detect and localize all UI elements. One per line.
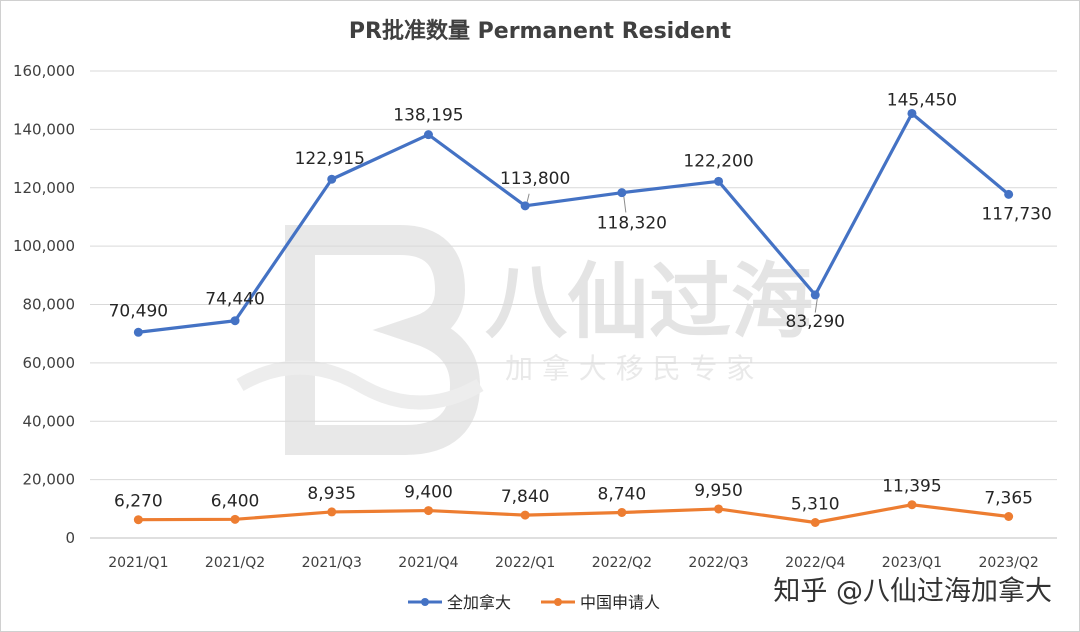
data-point[interactable] <box>327 507 337 517</box>
data-label: 74,440 <box>205 290 264 310</box>
y-tick-label: 100,000 <box>13 237 75 255</box>
data-label: 9,400 <box>404 483 453 503</box>
data-label: 6,270 <box>114 492 163 512</box>
data-label: 83,290 <box>786 312 845 332</box>
data-label: 122,915 <box>295 149 365 169</box>
x-axis: 2021/Q1 2021/Q2 2021/Q3 2021/Q4 2022/Q1 2022/… <box>108 555 1039 571</box>
x-tick-label: 2022/Q2 <box>592 555 652 571</box>
data-point[interactable] <box>133 327 143 337</box>
data-point[interactable] <box>810 518 820 528</box>
y-tick-label: 80,000 <box>23 296 76 314</box>
data-point[interactable] <box>714 176 724 186</box>
data-label: 5,310 <box>791 495 840 515</box>
data-label: 11,395 <box>882 477 941 497</box>
y-tick-label: 120,000 <box>13 179 75 197</box>
legend-item-china[interactable]: 中国申请人 <box>541 593 660 612</box>
watermark: 八仙过海 加 拿 大 移 民 专 家 <box>236 225 813 455</box>
series-canada: 70,490 74,440 122,915 138,195 113,800 118,320… <box>109 90 1052 337</box>
credit-text: 知乎 @八仙过海加拿大 <box>773 576 1052 607</box>
data-point[interactable] <box>1004 189 1014 199</box>
x-tick-label: 2022/Q1 <box>495 555 555 571</box>
data-point[interactable] <box>810 290 820 300</box>
y-tick-label: 0 <box>65 529 75 547</box>
data-label: 70,490 <box>109 301 168 321</box>
x-tick-label: 2022/Q4 <box>785 555 845 571</box>
x-tick-label: 2021/Q4 <box>398 555 458 571</box>
data-point[interactable] <box>907 500 917 510</box>
legend-marker-canada <box>421 598 429 606</box>
chart-title: PR批准数量 Permanent Resident <box>349 18 732 44</box>
data-point[interactable] <box>520 201 530 211</box>
data-point[interactable] <box>230 316 240 326</box>
data-label: 118,320 <box>597 214 667 234</box>
x-tick-label: 2022/Q3 <box>688 555 748 571</box>
data-point[interactable] <box>423 506 433 516</box>
legend: 全加拿大 中国申请人 <box>408 593 660 612</box>
b-logo-icon <box>236 225 484 455</box>
data-label: 7,840 <box>501 487 550 507</box>
data-point[interactable] <box>133 515 143 525</box>
y-tick-label: 140,000 <box>13 120 75 138</box>
label-leader <box>623 196 627 213</box>
watermark-sub-text: 加 拿 大 移 民 专 家 <box>505 352 754 385</box>
legend-label-china: 中国申请人 <box>580 593 660 612</box>
series-line <box>138 111 1010 334</box>
data-point[interactable] <box>327 174 337 184</box>
series-layer: 70,490 74,440 122,915 138,195 113,800 118,320… <box>109 90 1052 528</box>
series-china: 6,270 6,400 8,935 9,400 7,840 8,740 9,950 5,310… <box>114 477 1033 528</box>
data-label: 138,195 <box>393 106 463 126</box>
data-label: 8,740 <box>598 484 647 504</box>
data-label: 9,950 <box>694 481 743 501</box>
data-label: 8,935 <box>307 484 356 504</box>
legend-item-canada[interactable]: 全加拿大 <box>408 593 511 612</box>
x-tick-label: 2023/Q1 <box>882 555 942 571</box>
data-label: 113,800 <box>500 169 570 189</box>
data-point[interactable] <box>907 108 917 118</box>
y-tick-label: 60,000 <box>23 354 76 372</box>
x-tick-label: 2023/Q2 <box>979 555 1039 571</box>
x-tick-label: 2021/Q2 <box>205 555 265 571</box>
x-tick-label: 2021/Q1 <box>108 555 168 571</box>
y-tick-label: 160,000 <box>13 62 75 80</box>
data-label: 122,200 <box>683 151 753 171</box>
data-point[interactable] <box>1004 512 1014 522</box>
series-line <box>138 503 1009 525</box>
data-point[interactable] <box>714 504 724 514</box>
data-point[interactable] <box>230 514 240 524</box>
x-tick-label: 2021/Q3 <box>302 555 362 571</box>
legend-label-canada: 全加拿大 <box>447 593 511 612</box>
label-leader <box>526 193 530 202</box>
data-label: 7,365 <box>984 489 1033 509</box>
data-point[interactable] <box>520 510 530 520</box>
data-point[interactable] <box>617 507 627 517</box>
y-tick-label: 20,000 <box>23 471 76 489</box>
data-point[interactable] <box>423 130 433 140</box>
watermark-main-text: 八仙过海 <box>485 255 813 350</box>
gridlines <box>90 70 1057 539</box>
data-label: 145,450 <box>887 90 957 110</box>
label-leader <box>814 298 818 313</box>
data-label: 6,400 <box>211 491 260 511</box>
data-label: 117,730 <box>981 204 1051 224</box>
legend-marker-china <box>554 598 562 606</box>
data-point[interactable] <box>617 188 627 198</box>
y-tick-label: 40,000 <box>23 412 76 430</box>
y-axis: 0 20,000 40,000 60,000 80,000 100,000 120,000 1… <box>13 62 75 547</box>
